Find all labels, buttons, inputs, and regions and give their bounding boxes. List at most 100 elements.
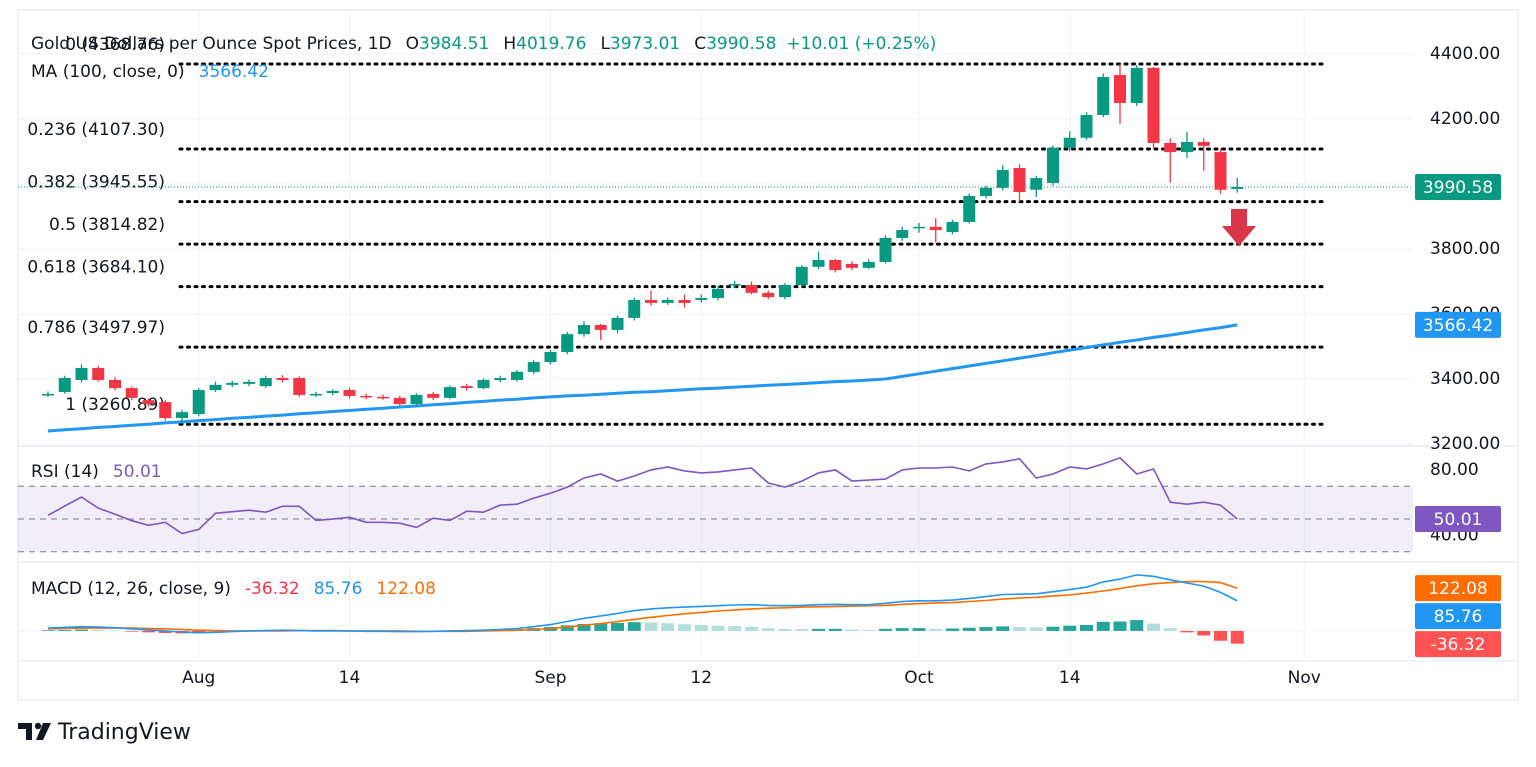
x-tick-label: 14	[1059, 668, 1081, 688]
x-tick-label: Sep	[534, 668, 566, 688]
brand-name: TradingView	[57, 720, 191, 745]
candle-body	[561, 334, 574, 353]
candle-body	[712, 288, 724, 299]
x-tick-label: 12	[690, 668, 712, 688]
candle-body	[92, 367, 105, 380]
histogram-bar	[125, 630, 139, 632]
histogram-bar	[962, 627, 976, 631]
symbol-title: Gold US Dollars per Ounce Spot Prices, 1…	[31, 34, 392, 54]
macd-line	[47, 574, 1238, 634]
rsi-line	[47, 456, 1238, 535]
candle-body	[1080, 115, 1093, 138]
price-tag-box	[1415, 631, 1501, 658]
ma-value: 3566.42	[199, 62, 269, 82]
candle-body	[896, 230, 909, 238]
candle-body	[58, 378, 71, 393]
candle-body	[829, 260, 842, 271]
rsi-tag: 50.01	[1415, 506, 1501, 533]
candle-body	[929, 226, 942, 231]
signal-tag: 122.08	[1415, 575, 1501, 602]
histogram-bar	[678, 624, 691, 631]
fib-label: 0.236 (4107.30)	[27, 120, 165, 140]
candle-body	[980, 187, 992, 196]
macd-value: 85.76	[314, 579, 363, 599]
candle-body	[1013, 168, 1026, 193]
plot-layer: Aug14Sep12Oct14Nov3200.003400.003600.003…	[18, 10, 1500, 688]
histogram-bar	[611, 622, 624, 631]
histogram-bar	[828, 628, 842, 631]
candle-body	[963, 195, 976, 222]
price-tag-box	[1415, 603, 1501, 630]
fib-label: 0.618 (3684.10)	[27, 258, 165, 278]
candle-body	[1164, 142, 1177, 153]
histogram-bar	[1029, 627, 1043, 631]
histogram-bar	[1113, 621, 1127, 631]
candle-body	[578, 325, 590, 335]
price-tag-text: 3566.42	[1423, 316, 1493, 336]
price-tag-text: 3990.58	[1423, 178, 1493, 198]
histogram-bar	[996, 626, 1010, 631]
histogram-bar	[694, 624, 708, 631]
candle-body	[310, 393, 322, 396]
candle-body	[75, 367, 88, 380]
y-tick-label: 3200.00	[1430, 434, 1500, 454]
candle-body	[109, 379, 121, 389]
fib-label: 0.382 (3945.55)	[27, 173, 165, 193]
histogram-bar	[895, 628, 909, 631]
down-arrow	[1222, 209, 1256, 246]
candle-body	[192, 390, 205, 415]
logo	[18, 722, 51, 740]
x-tick-label: 14	[339, 668, 361, 688]
histogram-bar	[627, 622, 641, 631]
candle-body	[393, 397, 406, 405]
candle-body	[1231, 186, 1244, 189]
histogram-bar	[91, 629, 105, 631]
histogram-bar	[862, 629, 876, 631]
high-value: 4019.76	[516, 34, 586, 54]
candle-body	[243, 381, 255, 384]
rsi-legend: RSI (14) 50.01	[31, 462, 162, 482]
price-tag-text: 50.01	[1434, 510, 1483, 530]
histogram-bar	[560, 625, 574, 631]
x-tick-label: Aug	[182, 668, 215, 688]
legend-key: L	[600, 34, 610, 54]
candle-body	[779, 285, 791, 298]
candle-body	[293, 378, 306, 395]
candle-body	[477, 379, 490, 389]
candle-body	[879, 237, 892, 262]
candle-body	[360, 395, 373, 398]
histogram-bar	[845, 629, 859, 631]
candle-body	[846, 263, 858, 268]
candle-body	[209, 384, 222, 391]
candle-body	[812, 260, 825, 267]
x-tick-label: Nov	[1288, 668, 1321, 688]
histogram-bar	[812, 628, 825, 631]
histogram-bar	[644, 622, 658, 631]
price-tag-text: -36.32	[1431, 635, 1486, 655]
candle-body	[42, 393, 54, 396]
candle-body	[795, 266, 808, 286]
legend-key: O	[406, 34, 419, 54]
candle-body	[996, 169, 1009, 188]
fib-label: 0 (4368.76)	[65, 35, 165, 55]
price-tag-text: 85.76	[1434, 607, 1483, 627]
fib-label: 1 (3260.89)	[65, 395, 165, 415]
rsi-value: 50.01	[113, 462, 162, 482]
histogram-bar	[1130, 620, 1144, 631]
price-tag-box	[1415, 506, 1501, 533]
candle-body	[527, 362, 540, 372]
histogram-bar	[929, 628, 943, 631]
histogram-bar	[879, 628, 892, 631]
candle-body	[645, 300, 657, 303]
close-value: 3990.58	[706, 34, 776, 54]
histogram-bar	[761, 628, 775, 631]
candle-body	[176, 412, 188, 419]
candle-body	[1114, 75, 1126, 103]
candle-body	[728, 284, 741, 286]
histogram-value: -36.32	[245, 579, 300, 599]
legend-key: H	[503, 34, 516, 54]
open-value: 3984.51	[419, 34, 489, 54]
candle-body	[946, 221, 959, 233]
price-tag-text: 122.08	[1428, 579, 1487, 599]
